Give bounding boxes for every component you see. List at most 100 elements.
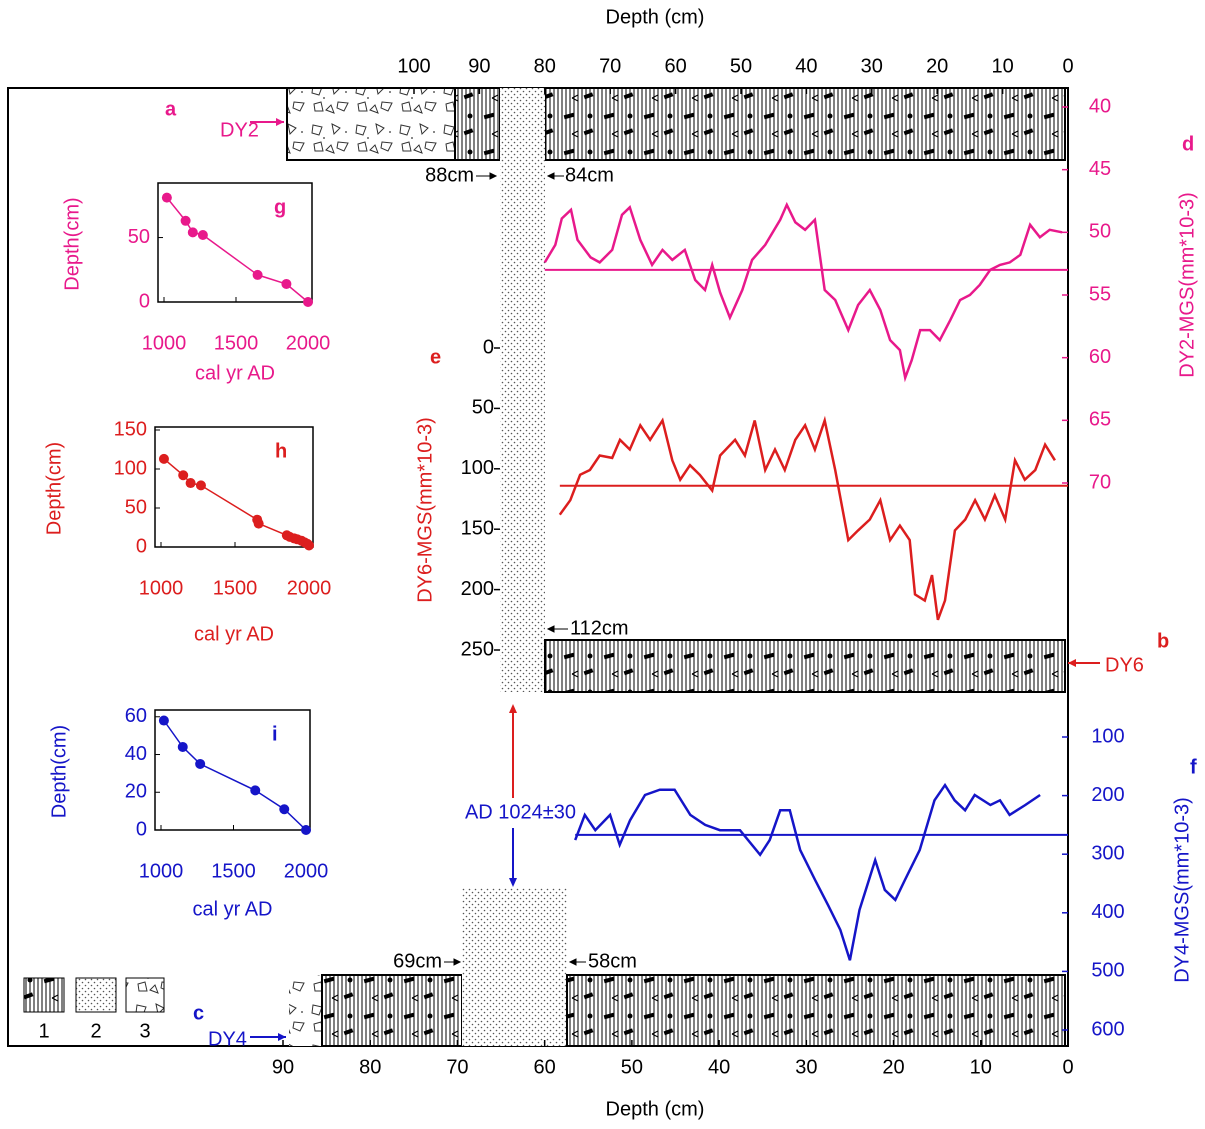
age-point [301, 825, 311, 835]
arrow [476, 172, 498, 180]
age-point [304, 540, 314, 551]
core-breccia [289, 975, 322, 1046]
x-tick-label: 30 [795, 1056, 817, 1078]
x-axis-label: cal yr AD [195, 362, 275, 384]
x-tick-label: 60 [664, 55, 686, 77]
core-name: DY6 [1105, 654, 1144, 676]
x-tick-label: 10 [970, 1056, 992, 1078]
depth-mark: 88cm [425, 164, 474, 186]
core-dy2-lower [454, 87, 501, 161]
age-point [180, 215, 191, 226]
x-tick-label: 60 [534, 1056, 556, 1078]
series-line [543, 201, 1063, 383]
x-tick-label: 1000 [142, 332, 187, 354]
y-tick-label: 60 [125, 705, 147, 727]
panel-label: c [193, 1002, 204, 1024]
y2-tick-label: 250 [461, 638, 494, 660]
series-line [574, 782, 1041, 961]
y-tick-label: 0 [136, 535, 147, 557]
x-tick-label: 1500 [211, 860, 256, 882]
age-point [250, 785, 261, 796]
hiatus-band [500, 88, 545, 692]
x-tick-label: 40 [708, 1056, 730, 1078]
y2-tick-label: 0 [483, 336, 494, 358]
y-tick-label: 55 [1089, 283, 1111, 305]
x-tick-label: 0 [1062, 1056, 1073, 1078]
core-dy2-upper [544, 87, 1066, 161]
series-line [558, 415, 1056, 621]
x-tick-label: 100 [397, 55, 430, 77]
y-tick-label: 70 [1089, 471, 1111, 493]
age-point [185, 478, 196, 489]
inset-frame [154, 709, 311, 831]
y-tick-label: 40 [1089, 95, 1111, 117]
y-tick-label: 100 [1091, 725, 1124, 747]
age-point [281, 278, 292, 289]
age-point [197, 229, 208, 240]
y-tick-label: 100 [114, 457, 147, 479]
x-axis-label: Depth (cm) [606, 1098, 705, 1120]
depth-mark: 112cm [570, 617, 629, 639]
y-tick-label: 500 [1091, 960, 1124, 982]
core-name: DY4 [208, 1028, 247, 1050]
x-tick-label: 1500 [214, 332, 259, 354]
core-dy6 [544, 639, 1066, 693]
y-tick-label: 300 [1091, 842, 1124, 864]
y2-tick-label: 50 [472, 397, 494, 419]
legend-label: 3 [139, 1020, 150, 1042]
y-tick-label: 150 [114, 418, 147, 440]
y-axis-label: Depth(cm) [43, 442, 65, 535]
age-point [177, 741, 188, 752]
panel-label: h [275, 440, 287, 462]
legend-label: 1 [38, 1020, 49, 1042]
y-tick-label: 50 [125, 496, 147, 518]
x-tick-label: 10 [991, 55, 1013, 77]
arrow [444, 958, 462, 966]
x-tick-label: 70 [446, 1056, 468, 1078]
x-tick-label: 50 [730, 55, 752, 77]
arrow-head [509, 704, 517, 713]
x-tick-label: 50 [621, 1056, 643, 1078]
y-tick-label: 400 [1091, 901, 1124, 923]
y-tick-label: 50 [128, 226, 150, 248]
age-point [252, 269, 263, 280]
panel-label: f [1190, 756, 1197, 778]
inset-frame [154, 426, 314, 548]
panel-label: e [430, 346, 441, 368]
panel-label: b [1157, 630, 1169, 652]
panel-label: a [165, 98, 177, 120]
x-tick-label: 30 [861, 55, 883, 77]
age-point [195, 480, 206, 491]
x-tick-label: 20 [926, 55, 948, 77]
x-axis-label: Depth (cm) [606, 6, 705, 28]
y-axis-label: Depth(cm) [48, 725, 70, 818]
x-tick-label: 2000 [286, 332, 331, 354]
y-tick-label: 45 [1089, 158, 1111, 180]
y-tick-label: 20 [125, 781, 147, 803]
age-point [187, 227, 198, 238]
y2-tick-label: 100 [461, 457, 494, 479]
depth-mark: 58cm [588, 950, 637, 972]
arrow-head [509, 878, 517, 887]
inset-frame [157, 182, 313, 303]
x-tick-label: 1500 [213, 577, 258, 599]
x-tick-label: 1000 [139, 577, 184, 599]
y-tick-label: 50 [1089, 221, 1111, 243]
age-line [163, 720, 307, 831]
y-tick-label: 600 [1091, 1018, 1124, 1040]
age-point [253, 518, 264, 529]
y-tick-label: 200 [1091, 784, 1124, 806]
legend-swatch [125, 977, 165, 1013]
arrow [546, 172, 564, 180]
y-axis-label: DY2-MGS(mm*10-3) [1176, 192, 1198, 378]
panel-label: d [1182, 133, 1194, 155]
panel-label: g [274, 196, 286, 218]
legend-swatch [23, 977, 65, 1013]
date-label: AD 1024±30 [465, 801, 576, 823]
arrow-head [278, 1033, 286, 1041]
x-tick-label: 20 [882, 1056, 904, 1078]
core-dy4-upper [566, 974, 1066, 1047]
x-tick-label: 2000 [284, 860, 329, 882]
core-name: DY2 [220, 119, 259, 141]
